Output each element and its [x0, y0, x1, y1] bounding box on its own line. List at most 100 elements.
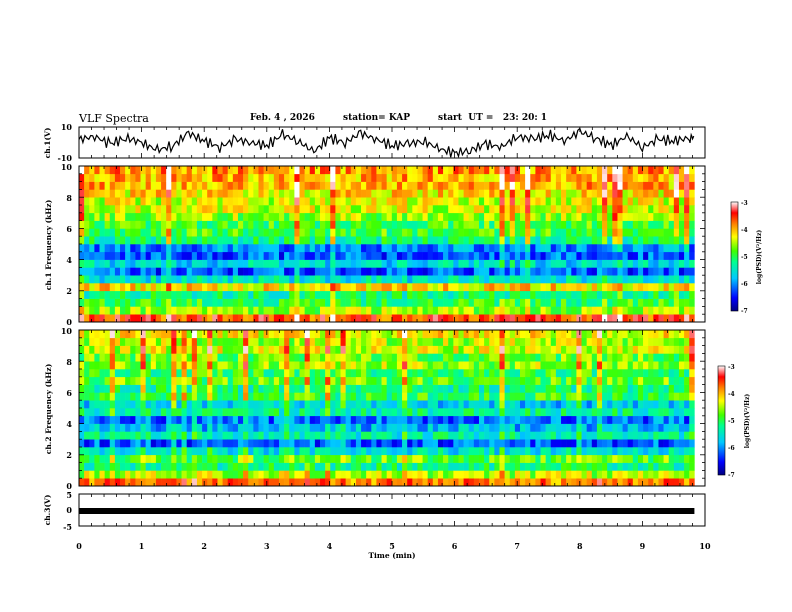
- spectrogram-cell: [104, 408, 111, 417]
- spectrogram-cell: [155, 236, 162, 245]
- spectrogram-cell: [627, 166, 634, 175]
- spectrogram-cell: [366, 462, 372, 471]
- spectrogram-cell: [340, 353, 346, 362]
- spectrogram-cell: [432, 337, 439, 346]
- spectrogram-cell: [571, 423, 577, 432]
- ch2-freq-tick: 0: [66, 481, 72, 491]
- spectrogram-cell: [294, 369, 300, 378]
- spectrogram-cell: [89, 439, 95, 448]
- spectrogram-cell: [530, 236, 536, 245]
- spectrogram-cell: [284, 454, 290, 463]
- spectrogram-cell: [125, 314, 131, 323]
- spectrogram-cell: [668, 166, 675, 175]
- spectrogram-cell: [555, 283, 562, 292]
- spectrogram-cell: [663, 361, 670, 370]
- spectrogram-cell: [171, 478, 177, 487]
- spectrogram-cell: [684, 415, 690, 424]
- spectrogram-cell: [186, 462, 193, 471]
- spectrogram-cell: [637, 330, 644, 339]
- spectrogram-cell: [289, 298, 295, 307]
- spectrogram-cell: [407, 181, 413, 190]
- spectrogram-cell: [84, 369, 90, 378]
- spectrogram-cell: [566, 462, 572, 471]
- spectrogram-cell: [202, 244, 208, 253]
- spectrogram-cell: [422, 415, 428, 424]
- spectrogram-cell: [484, 447, 490, 456]
- spectrogram-cell: [120, 447, 126, 456]
- spectrogram-cell: [125, 290, 131, 299]
- spectrogram-cell: [637, 314, 644, 323]
- spectrogram-cell: [596, 251, 603, 260]
- spectrogram-cell: [422, 197, 428, 206]
- spectrogram-cell: [678, 431, 685, 440]
- spectrogram-cell: [607, 290, 613, 299]
- spectrogram-cell: [494, 454, 500, 463]
- spectrogram-cell: [212, 244, 218, 253]
- spectrogram-cell: [202, 462, 208, 471]
- spectrogram-cell: [237, 392, 244, 401]
- spectrogram-cell: [443, 290, 449, 299]
- spectrogram-cell: [125, 447, 131, 456]
- spectrogram-cell: [504, 275, 511, 284]
- spectrogram-cell: [140, 205, 146, 214]
- spectrogram-cell: [289, 431, 295, 440]
- spectrogram-cell: [314, 290, 321, 299]
- spectrogram-cell: [109, 330, 116, 339]
- ch1-colorbar: [730, 201, 739, 312]
- spectrogram-cell: [463, 283, 470, 292]
- spectrogram-cell: [340, 220, 346, 229]
- spectrogram-cell: [335, 173, 341, 182]
- spectrogram-cell: [237, 376, 244, 385]
- spectrogram-cell: [658, 361, 664, 370]
- spectrogram-cell: [417, 228, 423, 237]
- spectrogram-cell: [196, 361, 203, 370]
- spectrogram-cell: [232, 220, 239, 229]
- spectrogram-cell: [248, 197, 254, 206]
- spectrogram-cell: [304, 251, 311, 260]
- spectrogram-cell: [278, 290, 285, 299]
- spectrogram-cell: [335, 345, 341, 354]
- spectrogram-cell: [386, 454, 393, 463]
- spectrogram-cell: [586, 212, 593, 221]
- spectrogram-cell: [412, 236, 418, 245]
- spectrogram-cell: [278, 462, 285, 471]
- spectrogram-cell: [258, 470, 264, 479]
- spectrogram-cell: [314, 275, 321, 284]
- spectrogram-cell: [222, 267, 229, 276]
- spectrogram-cell: [284, 361, 290, 370]
- spectrogram-cell: [273, 478, 280, 487]
- spectrogram-cell: [330, 470, 336, 479]
- spectrogram-cell: [140, 462, 146, 471]
- spectrogram-cell: [402, 298, 408, 307]
- spectrogram-cell: [402, 408, 408, 417]
- spectrogram-cell: [540, 290, 546, 299]
- spectrogram-cell: [196, 298, 203, 307]
- spectrogram-cell: [140, 251, 146, 260]
- spectrogram-cell: [99, 369, 105, 378]
- spectrogram-cell: [453, 337, 459, 346]
- spectrogram-cell: [309, 314, 316, 323]
- spectrogram-cell: [448, 447, 454, 456]
- spectrogram-cell: [489, 431, 495, 440]
- spectrogram-cell: [520, 369, 526, 378]
- spectrogram-cell: [171, 236, 177, 245]
- spectrogram-cell: [366, 267, 372, 276]
- spectrogram-cell: [550, 251, 557, 260]
- spectrogram-cell: [448, 478, 454, 487]
- spectrogram-cell: [84, 166, 90, 175]
- spectrogram-cell: [186, 470, 193, 479]
- ch1-ylabel: ch.1(V): [43, 128, 52, 159]
- spectrogram-cell: [145, 166, 152, 175]
- spectrogram-cell: [89, 478, 95, 487]
- spectrogram-cell: [176, 392, 182, 401]
- spectrogram-cell: [678, 259, 685, 268]
- spectrogram-cell: [663, 447, 670, 456]
- spectrogram-cell: [432, 470, 439, 479]
- spectrogram-cell: [109, 236, 116, 245]
- spectrogram-cell: [232, 330, 239, 339]
- spectrogram-cell: [330, 314, 336, 323]
- spectrogram-cell: [540, 353, 546, 362]
- spectrogram-cell: [478, 454, 485, 463]
- spectrogram-cell: [422, 337, 428, 346]
- spectrogram-cell: [407, 353, 413, 362]
